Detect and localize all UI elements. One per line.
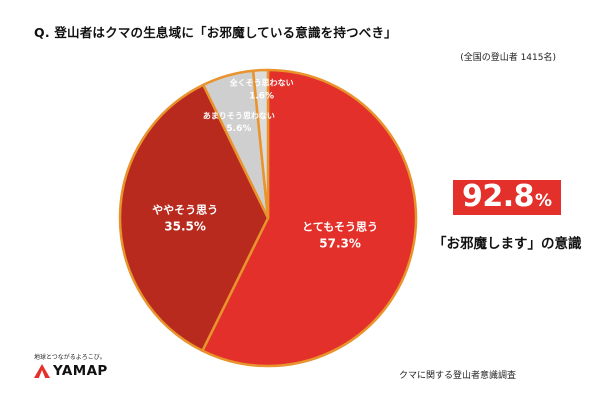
slice-label-1: とてもそう思う [302,221,378,234]
mountain-logo-icon [34,364,50,378]
respondents-note: (全国の登山者 1415名) [460,53,556,63]
pie-slice-4 [251,68,270,220]
brand-logo: 地球とつながるよろこび。 YAMAP [34,352,108,379]
brand-name: YAMAP [53,363,108,379]
highlight-value: 92.8 [462,179,535,214]
slice-value-3: 5.6% [226,124,251,134]
slice-label-3: あまりそう思わない [203,111,275,120]
slice-value-1: 57.3% [319,236,361,250]
highlight-unit: % [535,191,553,211]
highlight-badge: 92.8% [453,179,562,215]
slice-label-2: ややそう思う [152,204,218,217]
slice-label-4: 全くそう思わない [229,78,294,88]
pie-slice-2 [118,83,270,352]
slice-value-4: 1.6% [249,91,274,101]
pie-slice-1 [201,68,418,368]
highlight-caption: 「お邪魔します」の意識 [433,236,582,252]
survey-source: クマに関する登山者意識調査 [398,371,516,381]
brand-tagline: 地球とつながるよろこび。 [34,354,106,361]
question-title: Q. 登山者はクマの生息域に「お邪魔している意識を持つべき」 [34,25,397,40]
slice-value-2: 35.5% [164,219,206,233]
